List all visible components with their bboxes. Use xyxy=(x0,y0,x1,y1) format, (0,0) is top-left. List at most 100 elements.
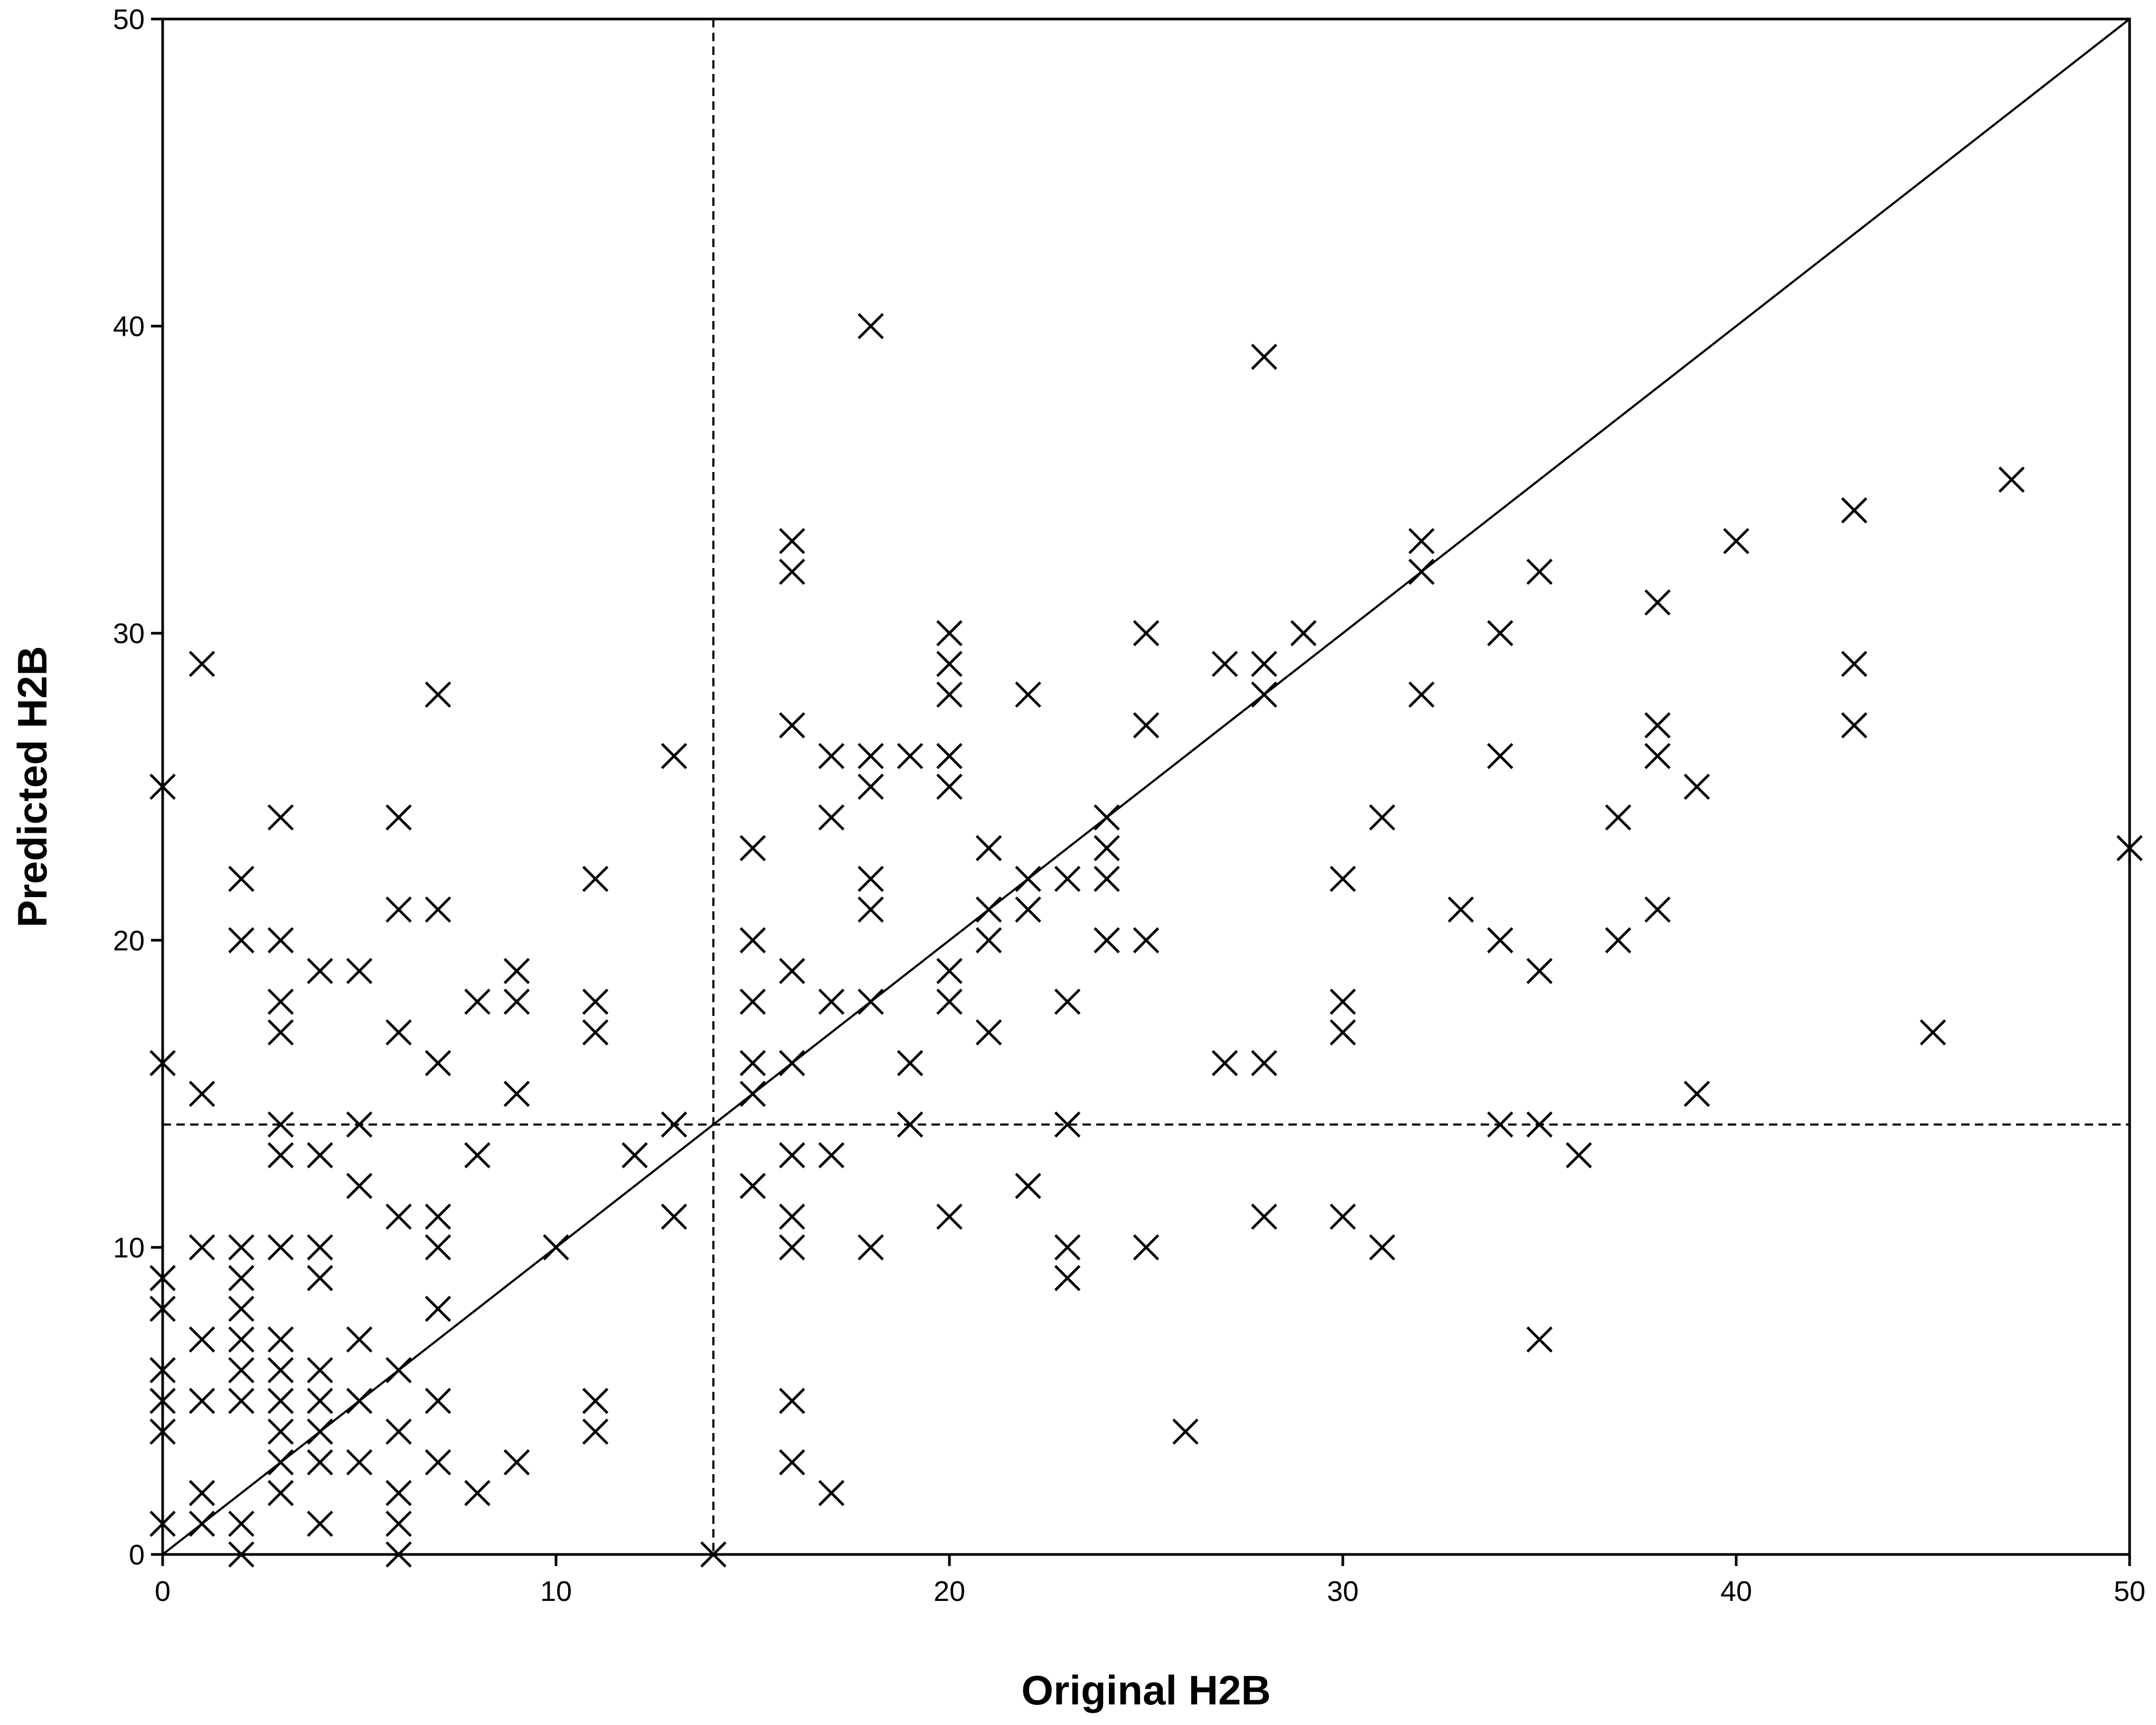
data-point xyxy=(936,681,963,708)
data-point xyxy=(858,313,884,340)
data-point xyxy=(739,988,766,1015)
data-point xyxy=(385,1418,412,1445)
data-point xyxy=(267,927,294,954)
data-point xyxy=(936,743,963,769)
data-point xyxy=(346,1449,373,1476)
data-point xyxy=(228,1326,255,1353)
data-point xyxy=(1330,988,1356,1015)
data-point xyxy=(779,1050,805,1077)
data-point xyxy=(1841,712,1868,739)
data-point xyxy=(503,988,530,1015)
data-point xyxy=(975,835,1002,862)
data-point xyxy=(897,1050,924,1077)
data-point xyxy=(425,1388,451,1414)
data-point xyxy=(1054,988,1081,1015)
data-point xyxy=(228,1388,255,1414)
data-point xyxy=(1251,1050,1277,1077)
data-point xyxy=(228,927,255,954)
data-point xyxy=(582,1418,609,1445)
data-point xyxy=(858,1234,884,1261)
data-point xyxy=(307,958,333,984)
data-point xyxy=(267,1142,294,1168)
data-point xyxy=(1015,681,1041,708)
data-point xyxy=(1841,497,1868,524)
data-point xyxy=(385,1019,412,1046)
data-point xyxy=(1487,927,1513,954)
data-point xyxy=(936,774,963,800)
data-point xyxy=(346,1173,373,1199)
data-point xyxy=(307,1357,333,1383)
data-point xyxy=(1998,466,2025,493)
data-point xyxy=(661,743,688,769)
data-point xyxy=(228,865,255,892)
data-point xyxy=(779,1234,805,1261)
data-point xyxy=(1330,865,1356,892)
data-point xyxy=(307,1511,333,1537)
data-point xyxy=(228,1265,255,1292)
x-tick-label: 40 xyxy=(1720,1576,1752,1607)
data-point xyxy=(818,988,845,1015)
data-point xyxy=(267,1357,294,1383)
data-point xyxy=(307,1142,333,1168)
data-point xyxy=(189,1080,215,1107)
data-point xyxy=(1251,1203,1277,1230)
data-point xyxy=(1094,804,1120,831)
x-axis-title: Original H2B xyxy=(1021,1667,1270,1713)
data-point xyxy=(582,865,609,892)
data-point xyxy=(425,1050,451,1077)
data-point xyxy=(936,988,963,1015)
data-point xyxy=(267,1019,294,1046)
data-point xyxy=(1605,804,1632,831)
data-point xyxy=(779,1388,805,1414)
data-point xyxy=(582,1388,609,1414)
data-point xyxy=(739,927,766,954)
data-point xyxy=(975,927,1002,954)
x-tick-label: 50 xyxy=(2114,1576,2145,1607)
data-point xyxy=(228,1511,255,1537)
data-point xyxy=(739,1173,766,1199)
data-point xyxy=(1644,712,1671,739)
data-point xyxy=(425,1234,451,1261)
data-point xyxy=(307,1449,333,1476)
data-point xyxy=(1211,651,1238,677)
data-point xyxy=(307,1234,333,1261)
data-point xyxy=(425,681,451,708)
data-point xyxy=(1015,865,1041,892)
data-point xyxy=(385,896,412,923)
data-point xyxy=(661,1203,688,1230)
data-point xyxy=(1683,1080,1710,1107)
y-axis: 0 10 20 30 40 50 xyxy=(113,4,163,1571)
data-point xyxy=(779,1203,805,1230)
data-point xyxy=(1408,559,1435,585)
data-point xyxy=(1290,620,1317,646)
data-point xyxy=(464,1479,491,1506)
data-point xyxy=(503,958,530,984)
data-point xyxy=(1251,343,1277,370)
y-tick-label: 40 xyxy=(113,311,145,343)
data-point xyxy=(1605,927,1632,954)
data-point xyxy=(1723,527,1749,554)
y-tick-label: 20 xyxy=(113,925,145,957)
data-point xyxy=(1526,1111,1553,1138)
data-point xyxy=(1408,527,1435,554)
data-point xyxy=(464,1142,491,1168)
data-point xyxy=(307,1388,333,1414)
data-point xyxy=(228,1295,255,1322)
data-point xyxy=(385,1357,412,1383)
y-tick-label: 0 xyxy=(129,1539,145,1571)
data-point xyxy=(307,1418,333,1445)
data-point xyxy=(1487,620,1513,646)
data-point xyxy=(1330,1203,1356,1230)
data-point xyxy=(1408,681,1435,708)
data-point xyxy=(1133,712,1160,739)
data-point xyxy=(189,1479,215,1506)
data-point xyxy=(1526,559,1553,585)
data-point xyxy=(818,1142,845,1168)
data-point xyxy=(1644,743,1671,769)
data-point xyxy=(189,1234,215,1261)
data-point xyxy=(385,1511,412,1537)
x-tick-label: 0 xyxy=(155,1576,171,1607)
data-point xyxy=(346,1111,373,1138)
data-point xyxy=(582,1019,609,1046)
